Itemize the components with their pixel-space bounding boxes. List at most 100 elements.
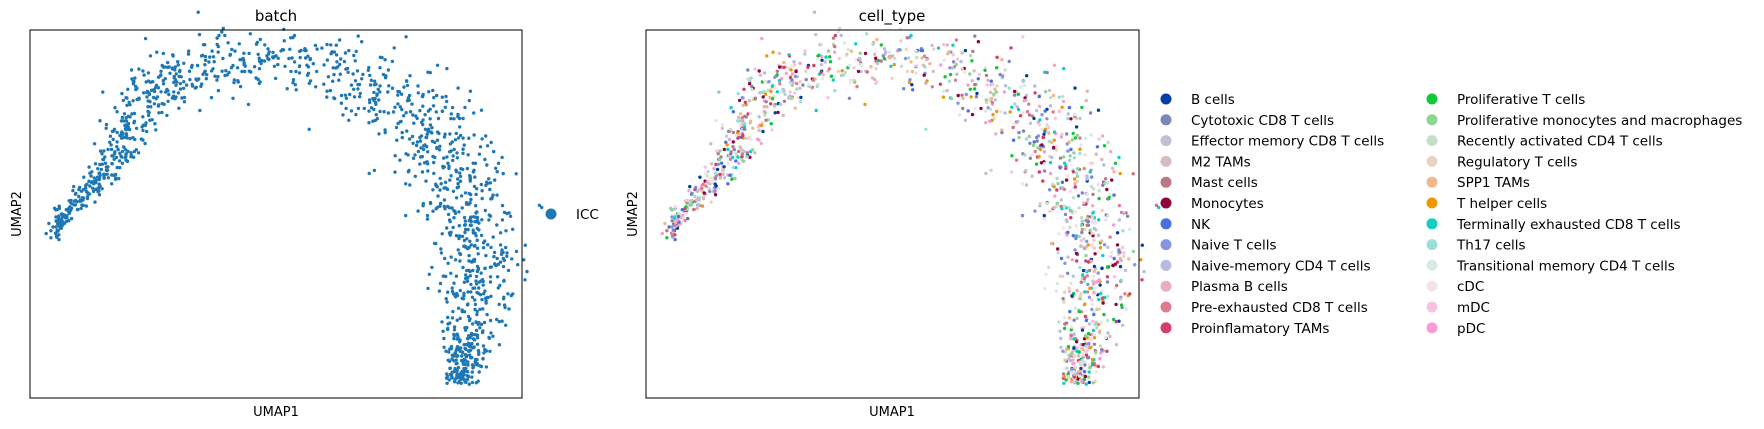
batch-point [137,96,141,100]
cell-type-point [1089,133,1093,137]
cell-type-point [746,112,750,116]
batch-point [442,156,446,160]
batch-point [232,80,236,85]
cell-type-point [1071,291,1076,296]
cell-type-point [772,104,777,108]
batch-point [110,182,114,186]
batch-point [471,346,475,350]
batch-point [468,89,473,93]
cell-type-point [984,100,989,105]
batch-point [243,69,247,74]
batch-point [448,132,452,136]
batch-point [221,26,225,31]
cell-type-point [1033,91,1037,95]
cell-type-point [836,30,840,34]
cell-type-point [1093,286,1098,290]
batch-point [339,101,344,105]
cell-type-point [1067,286,1071,290]
cell-type-point [959,59,963,64]
cell-type-point [1111,263,1115,268]
cell-type-point [1119,303,1124,307]
cell-type-point [1096,279,1100,283]
batch-point [112,157,116,161]
batch-point [120,161,125,165]
batch-point [354,112,358,117]
batch-point [467,98,471,103]
batch-point [435,130,440,134]
batch-point [434,110,438,114]
cell-type-point [963,118,968,123]
cell-type-point [801,83,805,87]
cell-type-point [1001,74,1005,78]
cell-type-point [759,141,763,146]
batch-point [448,142,453,146]
cell-type-point [1082,325,1086,330]
batch-point [129,155,133,159]
cell-type-point [1080,105,1084,110]
batch-point [455,375,460,379]
cell-type-point [1104,218,1108,222]
batch-point [100,162,105,166]
batch-point [248,32,252,36]
cell-type-legend-marker [1160,218,1172,230]
batch-point [146,109,150,114]
cell-type-legend-label: Cytotoxic CD8 T cells [1191,113,1334,129]
batch-point [500,248,504,252]
batch-point [453,294,457,298]
cell-type-point [1079,366,1083,371]
batch-point [402,114,406,118]
batch-point [495,193,499,197]
cell-type-point [819,43,823,47]
cell-type-point [1099,351,1103,355]
batch-point [54,208,58,212]
cell-type-point [1076,381,1080,385]
cell-type-point [1099,292,1103,296]
batch-point [57,223,61,227]
batch-point [285,87,289,91]
cell-type-point [1055,176,1059,181]
batch-point [492,254,496,259]
cell-type-point [806,65,810,70]
batch-point [436,194,440,198]
batch-point [478,145,483,149]
cell-type-point [798,80,802,84]
cell-type-point [931,69,935,74]
cell-type-point [1025,110,1030,114]
batch-point [160,110,164,115]
batch-point [108,140,112,144]
cell-type-point [1157,205,1161,210]
cell-type-point [1015,105,1019,109]
batch-point [446,204,450,209]
batch-point [181,86,186,91]
cell-type-point [1131,249,1136,254]
batch-point [471,228,475,232]
batch-point [351,72,355,76]
cell-type-point [1071,170,1076,174]
batch-point [469,331,474,336]
batch-point [54,219,58,223]
batch-point [427,272,431,276]
batch-point [202,70,207,75]
cell-type-point [957,113,962,117]
batch-point [54,234,59,238]
cell-type-point [1045,123,1049,127]
batch-point [466,227,470,232]
batch-point [166,60,170,65]
batch-point [398,158,402,162]
batch-point [475,246,480,250]
cell-type-point [847,96,852,101]
batch-point [462,366,466,371]
cell-type-point [747,99,751,103]
cell-type-point [842,73,846,77]
batch-point [174,83,178,88]
cell-type-point [764,118,768,122]
batch-point [171,53,175,57]
cell-type-point [736,161,741,165]
batch-point [320,46,324,50]
cell-type-point [673,204,677,208]
batch-point [434,182,438,186]
batch-point [480,137,484,141]
batch-point [292,33,297,38]
cell-type-point [1105,280,1110,284]
batch-point [56,216,61,220]
